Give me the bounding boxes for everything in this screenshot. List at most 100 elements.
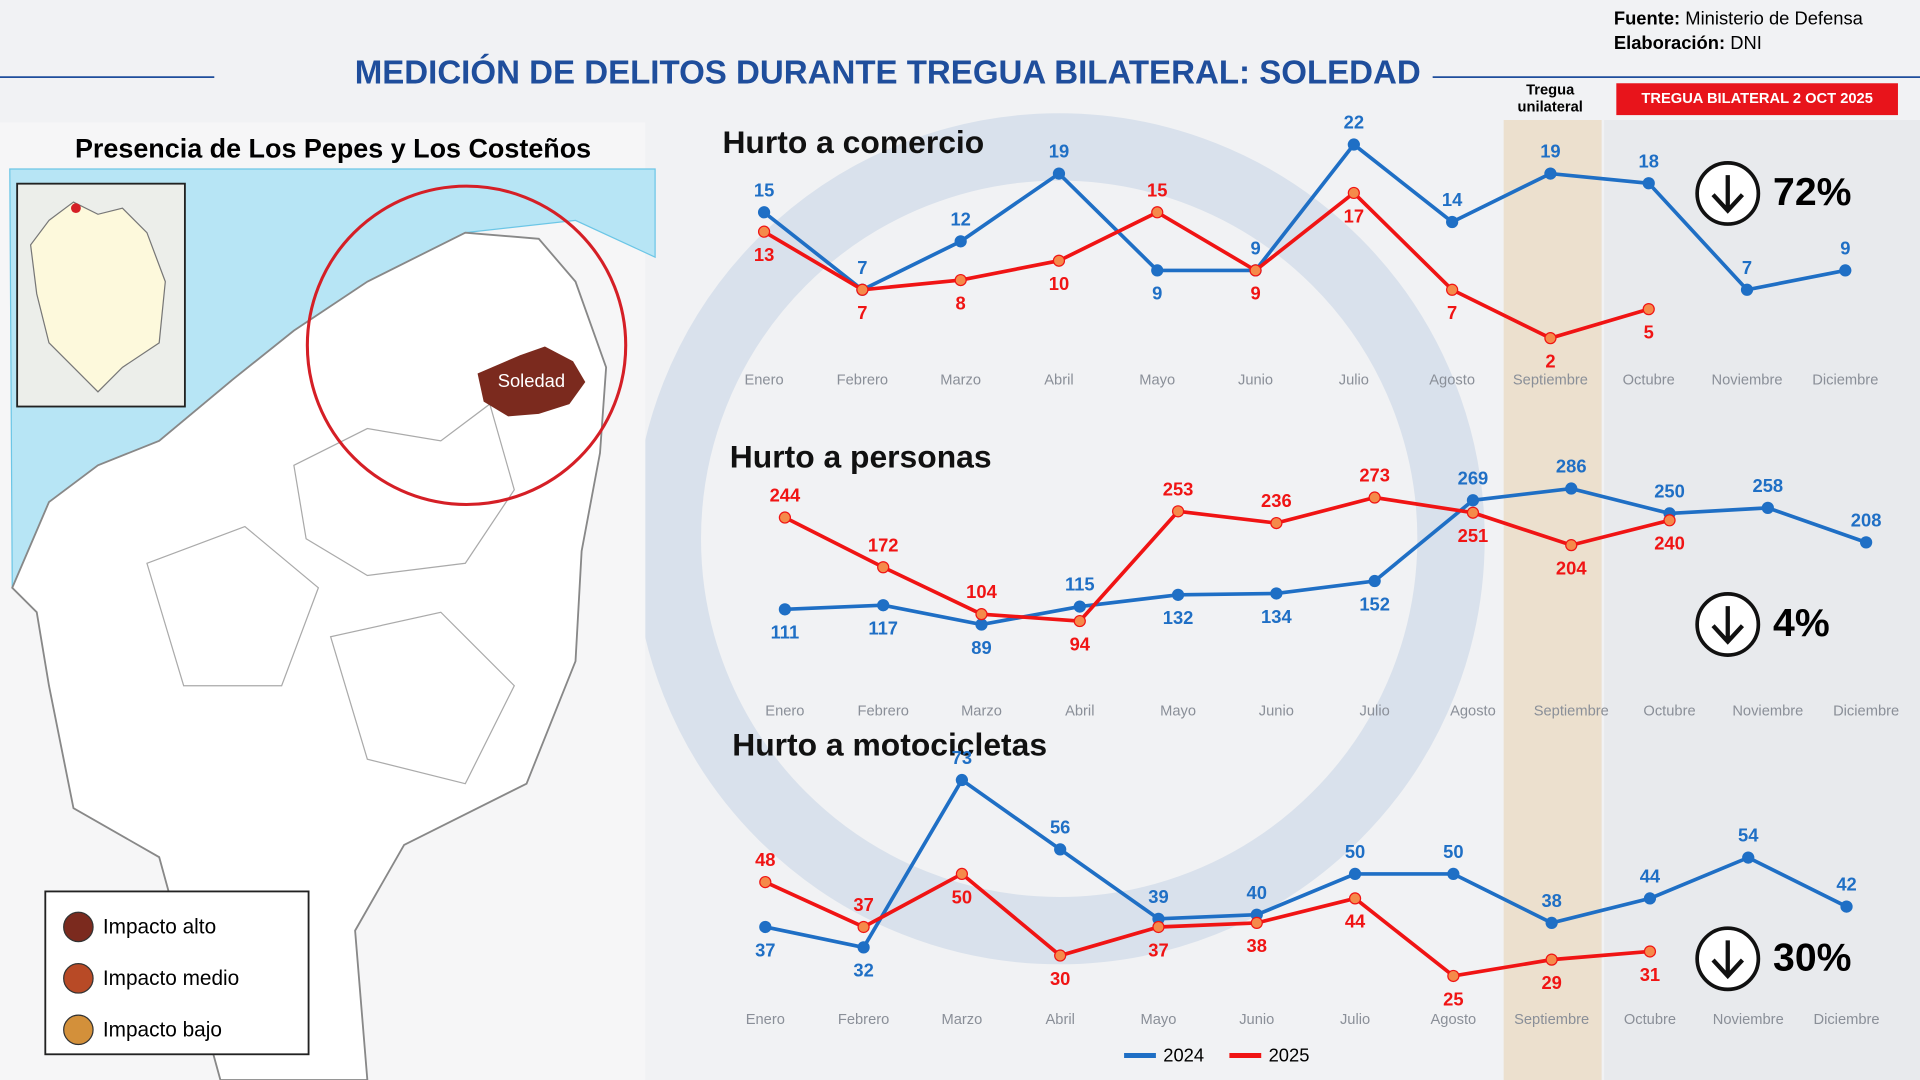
data-label: 152	[1359, 593, 1390, 614]
data-label: 236	[1261, 490, 1292, 511]
data-label: 44	[1640, 865, 1661, 886]
data-label: 204	[1556, 557, 1587, 578]
series-line	[764, 777, 1848, 950]
point	[1544, 332, 1557, 345]
data-label: 48	[755, 849, 775, 870]
x-tick-label: Septiembre	[1534, 703, 1609, 719]
point	[1347, 186, 1360, 200]
inset-country	[29, 201, 166, 393]
source-label: Fuente:	[1614, 7, 1680, 28]
point	[759, 875, 772, 889]
source: Fuente: Ministerio de Defensa	[1614, 7, 1864, 28]
point	[1840, 900, 1853, 913]
data-label: 73	[952, 747, 972, 768]
point	[1151, 206, 1164, 219]
x-tick-label: Febrero	[857, 703, 908, 719]
point	[1270, 587, 1283, 600]
point	[1466, 506, 1480, 519]
x-tick-label: Diciembre	[1812, 373, 1878, 389]
point	[1052, 254, 1066, 267]
data-label: 244	[770, 485, 801, 506]
data-label: 25	[1443, 988, 1463, 1009]
point	[759, 920, 772, 934]
point	[1054, 843, 1067, 856]
data-label: 10	[1049, 273, 1069, 294]
point	[1073, 600, 1086, 613]
decline-value: 72%	[1773, 171, 1851, 214]
data-label: 31	[1640, 964, 1660, 985]
point	[1447, 969, 1460, 983]
x-tick-label: Abril	[1044, 373, 1073, 389]
point	[1348, 892, 1362, 905]
data-label: 94	[1070, 633, 1091, 654]
x-tick-label: Marzo	[941, 1012, 982, 1028]
data-label: 172	[868, 534, 899, 555]
point	[975, 608, 988, 621]
point	[1446, 215, 1459, 229]
x-tick-label: Noviembre	[1732, 703, 1803, 719]
point	[1545, 953, 1558, 966]
data-label: 44	[1345, 911, 1366, 932]
bilateral-box	[1616, 83, 1898, 116]
point	[1565, 482, 1578, 495]
point	[1643, 945, 1657, 958]
point	[1270, 516, 1283, 530]
x-tick-label: Octubre	[1624, 1012, 1676, 1028]
x-tick-label: Junio	[1239, 1012, 1274, 1028]
series-line	[763, 190, 1650, 341]
x-tick-label: Septiembre	[1513, 373, 1588, 389]
point	[1368, 491, 1381, 504]
data-label: 7	[1742, 257, 1752, 278]
point	[1151, 264, 1164, 277]
x-tick-label: Noviembre	[1712, 373, 1783, 389]
point	[1860, 536, 1873, 549]
data-label: 286	[1556, 456, 1587, 477]
x-tick-label: Junio	[1238, 373, 1273, 389]
land	[11, 231, 608, 1080]
inset-marker	[71, 203, 81, 214]
x-tick-label: Agosto	[1430, 1012, 1476, 1028]
x-tick-label: Abril	[1045, 1012, 1074, 1028]
watermark	[633, 113, 1485, 965]
data-label: 17	[1344, 205, 1364, 226]
point	[955, 773, 969, 787]
data-label: 19	[1049, 141, 1069, 162]
point	[955, 867, 969, 881]
point	[1642, 177, 1655, 190]
data-label: 5	[1644, 321, 1654, 342]
point	[975, 618, 988, 631]
decline-arrow	[1711, 940, 1745, 980]
point	[757, 206, 771, 219]
point	[857, 920, 870, 934]
point	[1171, 505, 1185, 518]
data-label: 30	[1050, 968, 1070, 989]
data-label: 37	[853, 894, 873, 915]
point	[1152, 920, 1165, 934]
legend-label: Impacto alto	[103, 916, 216, 939]
point	[856, 283, 869, 296]
unilateral-band	[1503, 120, 1602, 1080]
point	[1347, 138, 1360, 151]
data-label: 50	[1345, 841, 1365, 862]
data-label: 56	[1050, 816, 1070, 837]
source-value: Ministerio de Defensa	[1685, 7, 1863, 28]
point	[1171, 588, 1185, 601]
point	[954, 235, 967, 248]
point	[778, 603, 792, 616]
point	[1761, 501, 1774, 515]
soledad-area	[477, 346, 586, 417]
chart-title: Hurto a comercio	[722, 124, 984, 160]
data-label: 258	[1753, 475, 1784, 496]
data-label: 7	[857, 257, 867, 278]
place-label: Soledad	[498, 370, 565, 391]
bilateral-band	[1604, 120, 1920, 1080]
data-label: 50	[952, 886, 972, 907]
data-label: 9	[1152, 283, 1162, 304]
point	[778, 511, 792, 524]
data-label: 7	[857, 302, 867, 323]
decline-value: 4%	[1773, 602, 1830, 645]
x-tick-label: Septiembre	[1514, 1012, 1589, 1028]
decline-value: 30%	[1773, 936, 1851, 979]
point	[1544, 167, 1557, 180]
